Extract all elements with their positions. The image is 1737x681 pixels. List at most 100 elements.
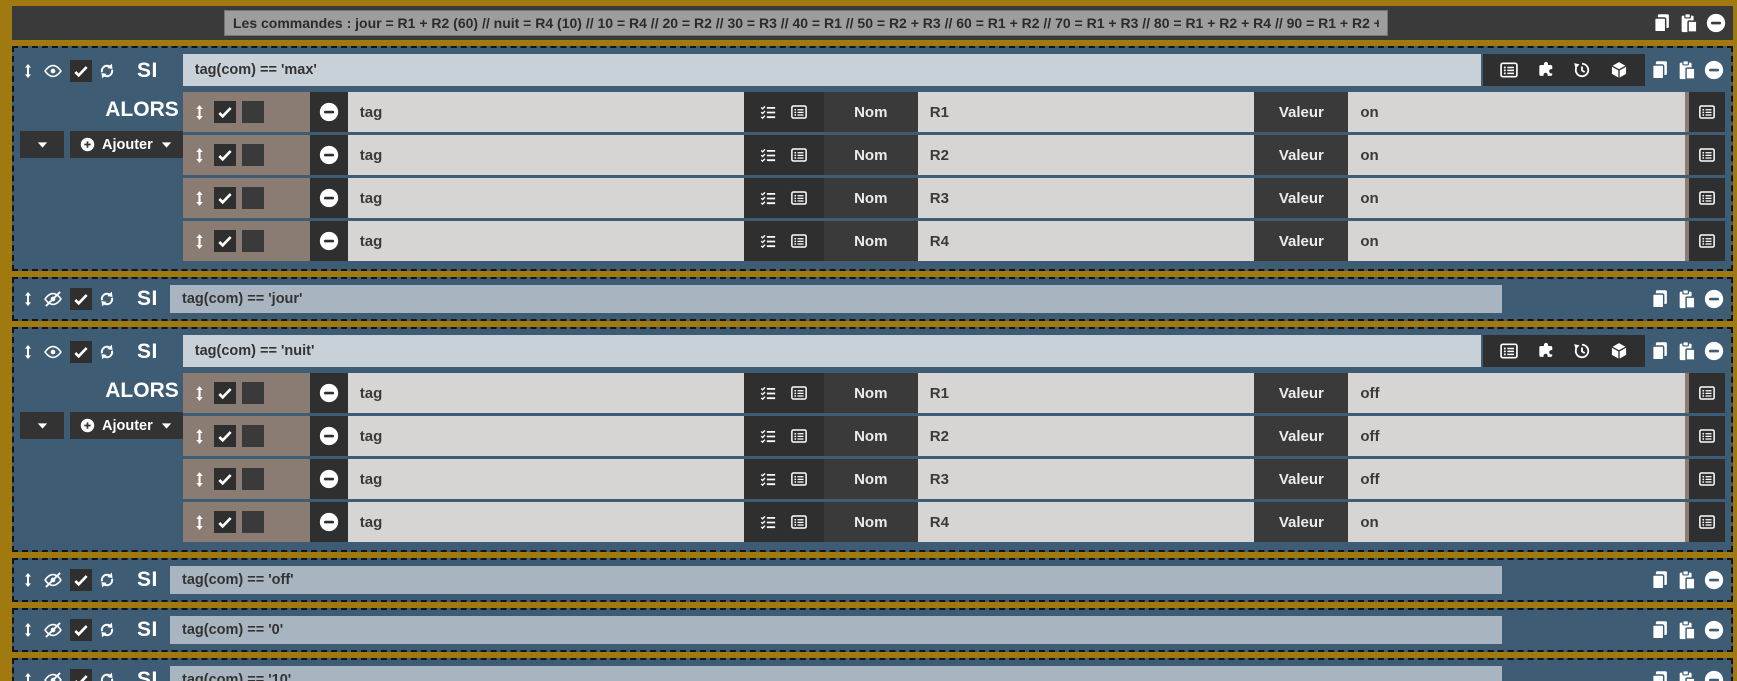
- action-name-input[interactable]: [917, 221, 1255, 261]
- sync-icon[interactable]: [97, 670, 117, 681]
- sort-handle-icon[interactable]: [20, 61, 36, 81]
- enabled-checkbox[interactable]: [70, 669, 92, 681]
- action-value-input[interactable]: [1348, 135, 1685, 175]
- action-option-checkbox[interactable]: [241, 144, 264, 166]
- remove-button[interactable]: [1705, 12, 1727, 34]
- action-value-input[interactable]: [1348, 221, 1685, 261]
- action-name-input[interactable]: [917, 92, 1255, 132]
- history-icon[interactable]: [1572, 341, 1592, 361]
- enabled-checkbox[interactable]: [70, 60, 92, 82]
- action-value-input[interactable]: [1348, 92, 1685, 132]
- remove-action-button[interactable]: [309, 502, 348, 542]
- value-list-button[interactable]: [1689, 373, 1725, 413]
- action-value-input[interactable]: [1348, 373, 1685, 413]
- paste-button[interactable]: [1676, 59, 1698, 81]
- remove-action-button[interactable]: [309, 135, 348, 175]
- sort-handle-icon[interactable]: [191, 511, 208, 534]
- ajouter-button[interactable]: Ajouter: [70, 131, 183, 158]
- value-list-button[interactable]: [1689, 92, 1725, 132]
- list-alt-icon[interactable]: [790, 146, 808, 164]
- action-command-input[interactable]: [347, 416, 744, 456]
- action-enabled-checkbox[interactable]: [213, 468, 236, 490]
- action-option-checkbox[interactable]: [241, 230, 264, 252]
- remove-button[interactable]: [1703, 288, 1725, 310]
- action-option-checkbox[interactable]: [241, 511, 264, 533]
- tasks-icon[interactable]: [759, 470, 777, 488]
- remove-action-button[interactable]: [309, 92, 348, 132]
- action-option-checkbox[interactable]: [241, 425, 264, 447]
- eye-slash-icon[interactable]: [41, 620, 65, 640]
- eye-icon[interactable]: [41, 61, 65, 81]
- copy-button[interactable]: [1649, 669, 1671, 681]
- sort-handle-icon[interactable]: [20, 620, 36, 640]
- enabled-checkbox[interactable]: [70, 341, 92, 363]
- action-name-input[interactable]: [917, 502, 1255, 542]
- action-command-input[interactable]: [347, 459, 744, 499]
- sort-handle-icon[interactable]: [20, 289, 36, 309]
- tasks-icon[interactable]: [759, 384, 777, 402]
- cube-icon[interactable]: [1609, 60, 1629, 80]
- action-option-checkbox[interactable]: [241, 468, 264, 490]
- value-list-button[interactable]: [1689, 502, 1725, 542]
- condition-input[interactable]: [170, 666, 1502, 681]
- copy-button[interactable]: [1649, 59, 1671, 81]
- action-name-input[interactable]: [917, 178, 1255, 218]
- collapse-actions-button[interactable]: [20, 131, 64, 158]
- list-alt-icon[interactable]: [1499, 60, 1519, 80]
- copy-button[interactable]: [1649, 619, 1671, 641]
- remove-button[interactable]: [1703, 569, 1725, 591]
- action-value-input[interactable]: [1348, 459, 1685, 499]
- sync-icon[interactable]: [97, 61, 117, 81]
- list-alt-icon[interactable]: [790, 232, 808, 250]
- sync-icon[interactable]: [97, 620, 117, 640]
- sort-handle-icon[interactable]: [20, 570, 36, 590]
- condition-input[interactable]: [170, 566, 1502, 594]
- list-alt-icon[interactable]: [790, 189, 808, 207]
- action-option-checkbox[interactable]: [241, 101, 264, 123]
- value-list-button[interactable]: [1689, 221, 1725, 261]
- sort-handle-icon[interactable]: [191, 382, 208, 405]
- action-enabled-checkbox[interactable]: [213, 230, 236, 252]
- action-name-input[interactable]: [917, 373, 1255, 413]
- sort-handle-icon[interactable]: [191, 101, 208, 124]
- condition-input[interactable]: [182, 335, 1481, 367]
- paste-button[interactable]: [1676, 569, 1698, 591]
- action-value-input[interactable]: [1348, 178, 1685, 218]
- action-command-input[interactable]: [347, 502, 744, 542]
- collapse-actions-button[interactable]: [20, 412, 64, 439]
- action-name-input[interactable]: [917, 416, 1255, 456]
- sync-icon[interactable]: [97, 342, 117, 362]
- condition-input[interactable]: [182, 54, 1481, 86]
- ajouter-button[interactable]: Ajouter: [70, 412, 183, 439]
- action-enabled-checkbox[interactable]: [213, 425, 236, 447]
- action-command-input[interactable]: [347, 221, 744, 261]
- history-icon[interactable]: [1572, 60, 1592, 80]
- copy-button[interactable]: [1651, 12, 1673, 34]
- list-alt-icon[interactable]: [790, 470, 808, 488]
- tasks-icon[interactable]: [759, 513, 777, 531]
- list-alt-icon[interactable]: [790, 513, 808, 531]
- tasks-icon[interactable]: [759, 103, 777, 121]
- copy-button[interactable]: [1649, 569, 1671, 591]
- condition-input[interactable]: [170, 285, 1502, 313]
- condition-input[interactable]: [170, 616, 1502, 644]
- enabled-checkbox[interactable]: [70, 288, 92, 310]
- action-value-input[interactable]: [1348, 416, 1685, 456]
- value-list-button[interactable]: [1689, 178, 1725, 218]
- remove-button[interactable]: [1703, 59, 1725, 81]
- eye-slash-icon[interactable]: [41, 670, 65, 681]
- list-alt-icon[interactable]: [790, 427, 808, 445]
- sync-icon[interactable]: [97, 570, 117, 590]
- enabled-checkbox[interactable]: [70, 619, 92, 641]
- action-option-checkbox[interactable]: [241, 382, 264, 404]
- action-command-input[interactable]: [347, 92, 744, 132]
- remove-action-button[interactable]: [309, 373, 348, 413]
- action-command-input[interactable]: [347, 373, 744, 413]
- sort-handle-icon[interactable]: [191, 187, 208, 210]
- action-command-input[interactable]: [347, 135, 744, 175]
- sync-icon[interactable]: [97, 289, 117, 309]
- paste-button[interactable]: [1678, 12, 1700, 34]
- action-value-input[interactable]: [1348, 502, 1685, 542]
- remove-action-button[interactable]: [309, 221, 348, 261]
- list-alt-icon[interactable]: [1499, 341, 1519, 361]
